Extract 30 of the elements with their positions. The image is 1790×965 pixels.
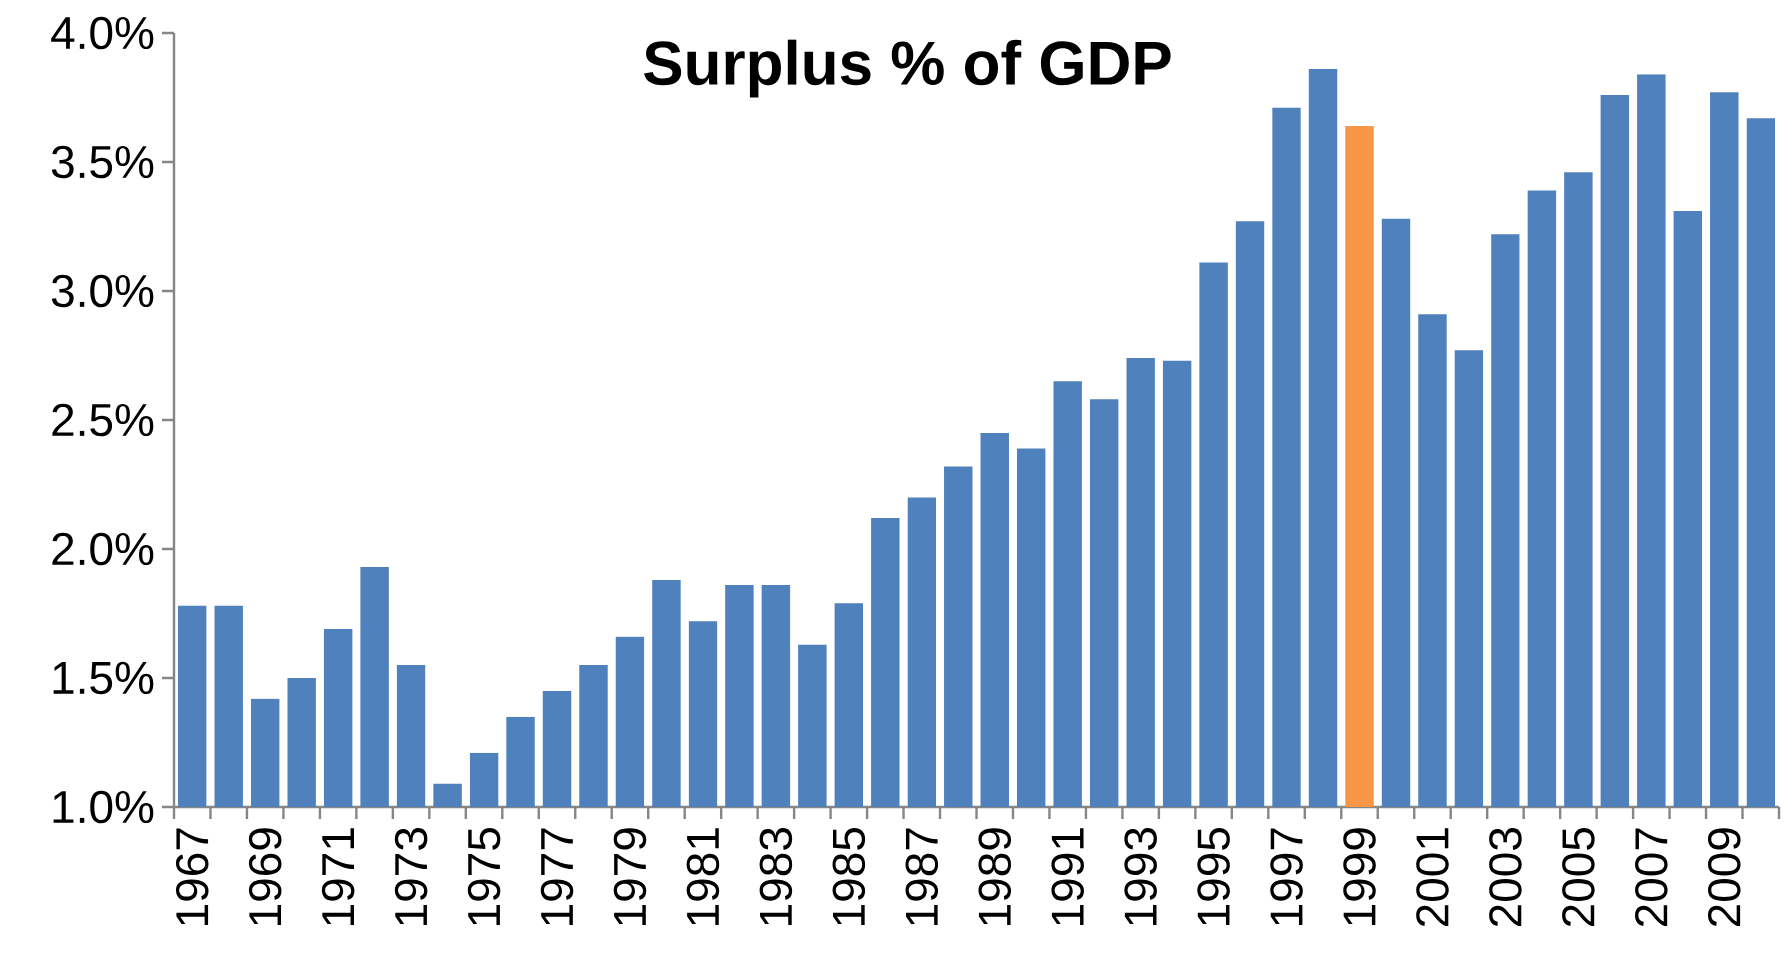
x-tick-label: 1997 bbox=[1270, 828, 1303, 925]
x-tick-label: 2007 bbox=[1635, 828, 1668, 927]
x-tick-label: 1991 bbox=[1051, 828, 1084, 925]
y-tick-label: 3.0% bbox=[51, 274, 154, 308]
x-tick-label: 1971 bbox=[321, 828, 355, 925]
y-tick-label: 1.0% bbox=[53, 790, 154, 824]
x-tick-label: 1975 bbox=[467, 828, 501, 925]
x-tick-label: 2001 bbox=[1416, 828, 1449, 927]
y-tick-label: 2.0% bbox=[52, 532, 154, 566]
chart-title: Surplus % of GDP bbox=[644, 39, 1171, 98]
y-tick-label: 1.5% bbox=[53, 661, 154, 695]
x-tick-label: 1967 bbox=[175, 828, 209, 925]
y-tick-label: 4.0% bbox=[51, 16, 154, 50]
x-tick-label: 2009 bbox=[1708, 828, 1741, 927]
y-tick-label: 2.5% bbox=[52, 403, 154, 437]
y-tick-label: 3.5% bbox=[51, 145, 154, 179]
x-tick-label: 1969 bbox=[248, 828, 282, 925]
x-tick-label: 1987 bbox=[905, 828, 939, 925]
x-tick-label: 2005 bbox=[1562, 828, 1595, 927]
x-tick-label: 1977 bbox=[540, 828, 574, 925]
x-tick-label: 1983 bbox=[759, 828, 793, 925]
x-tick-label: 1989 bbox=[978, 828, 1012, 925]
x-tick-label: 1999 bbox=[1343, 828, 1376, 925]
x-tick-label: 1973 bbox=[394, 828, 428, 925]
x-tick-label: 1993 bbox=[1124, 828, 1157, 925]
x-tick-label: 1981 bbox=[686, 828, 720, 925]
x-tick-label: 2003 bbox=[1489, 828, 1522, 927]
x-tick-label: 1985 bbox=[832, 828, 866, 925]
x-tick-label: 1995 bbox=[1197, 828, 1230, 925]
x-tick-label: 1979 bbox=[613, 828, 647, 925]
